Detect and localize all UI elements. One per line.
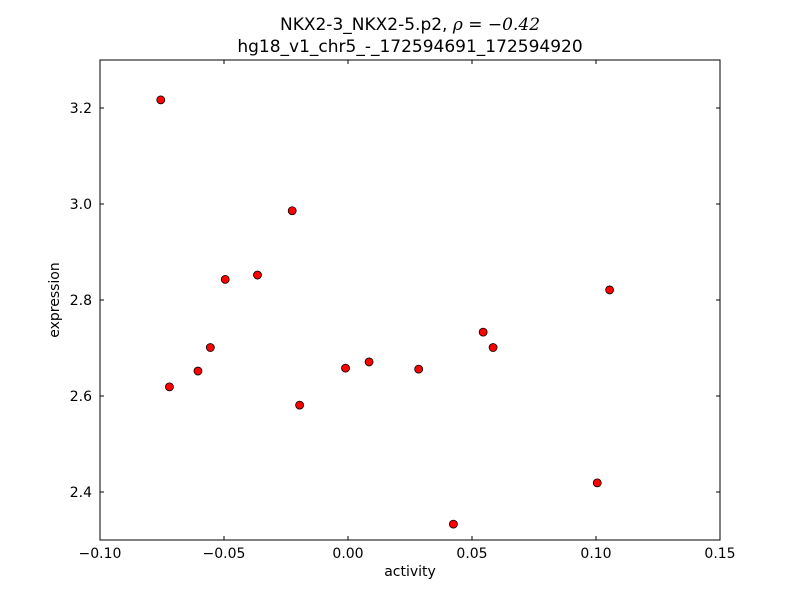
chart-title-line-2: hg18_v1_chr5_-_172594691_172594920 (237, 37, 582, 57)
chart-title-prefix: NKX2-3_NKX2-5.p2, (280, 15, 453, 35)
plot-area-frame (99, 59, 721, 541)
x-tick-label-5: 0.10 (580, 546, 611, 562)
chart-title-rho-value: = −0.42 (463, 15, 540, 35)
x-tick-label-3: 0.00 (332, 546, 363, 562)
axis-ticks: −0.10 −0.05 0.00 0.05 0.10 0.15 2.4 2.6 2.8 3.0 3.… (70, 60, 736, 562)
x-tick-label-6: 0.15 (704, 546, 735, 562)
x-tick-label-2: −0.05 (203, 546, 246, 562)
x-tick-label-4: 0.05 (456, 546, 487, 562)
data-points (156, 95, 615, 529)
y-tick-label-5: 3.2 (70, 101, 92, 117)
data-point-11 (414, 364, 424, 374)
data-point-9 (341, 363, 350, 373)
x-tick-label-1: −0.10 (79, 546, 122, 562)
x-axis-label: activity (384, 564, 436, 580)
y-tick-label-3: 2.8 (70, 293, 92, 309)
data-point-15 (592, 478, 602, 488)
data-point-3 (193, 366, 203, 376)
data-point-6 (253, 270, 262, 280)
chart-title: NKX2-3_NKX2-5.p2, ρ = −0.42 hg18_v1_chr5… (237, 15, 582, 57)
data-point-10 (364, 357, 374, 367)
data-point-2 (165, 382, 174, 392)
data-point-13 (478, 327, 488, 337)
data-point-1 (156, 95, 166, 105)
data-point-12 (448, 519, 458, 529)
data-point-5 (220, 274, 230, 284)
chart-title-rho-symbol: ρ (452, 15, 463, 35)
data-point-7 (287, 206, 297, 216)
y-axis-label: expression (47, 262, 63, 338)
data-point-8 (295, 400, 305, 410)
y-tick-label-1: 2.4 (70, 485, 92, 501)
y-tick-label-4: 3.0 (70, 197, 92, 213)
data-point-14 (488, 343, 498, 352)
data-point-4 (205, 343, 215, 352)
chart-title-line-1: NKX2-3_NKX2-5.p2, ρ = −0.42 (280, 15, 540, 35)
data-point-16 (605, 285, 615, 295)
y-tick-label-2: 2.6 (70, 389, 92, 405)
